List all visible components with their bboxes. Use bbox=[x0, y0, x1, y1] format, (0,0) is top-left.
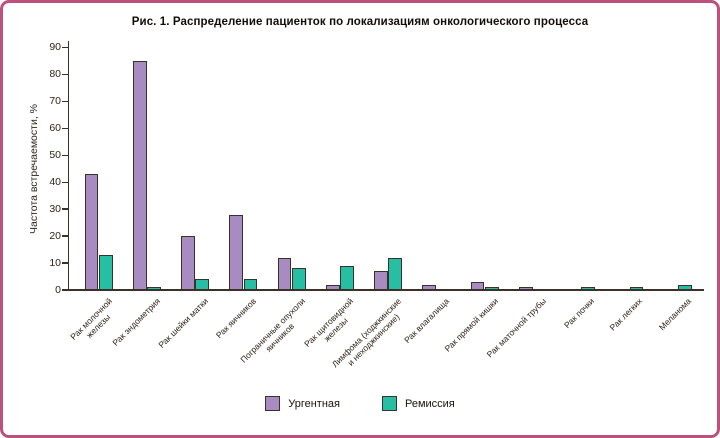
legend-label-urgent: Ургентная bbox=[288, 397, 340, 410]
y-tick-mark bbox=[61, 73, 68, 76]
legend-swatch-urgent bbox=[265, 396, 281, 411]
x-category-label: Меланома bbox=[656, 296, 693, 333]
bar bbox=[629, 287, 644, 290]
bar bbox=[291, 268, 306, 290]
legend-item-remission: Ремиссия bbox=[381, 396, 455, 411]
x-category-label: Рак почки bbox=[562, 296, 597, 331]
y-tick-label: 50 bbox=[49, 148, 61, 161]
bar bbox=[98, 255, 113, 290]
bar bbox=[422, 284, 437, 290]
bar bbox=[181, 236, 195, 290]
bar bbox=[325, 284, 340, 290]
chart-title: Рис. 1. Распределение пациенток по локал… bbox=[131, 16, 589, 28]
y-tick-label: 10 bbox=[49, 256, 61, 269]
bar bbox=[195, 279, 210, 290]
y-tick-label: 40 bbox=[49, 175, 61, 188]
y-tick-mark bbox=[61, 154, 68, 157]
x-category-label: Рак легких bbox=[607, 296, 645, 333]
y-tick-mark bbox=[61, 262, 68, 264]
bar bbox=[132, 61, 147, 290]
y-tick-label: 80 bbox=[49, 68, 61, 81]
x-category-label: Рак яичников bbox=[214, 296, 259, 341]
bar bbox=[243, 279, 258, 290]
y-tick-mark bbox=[61, 235, 68, 237]
y-tick-label: 70 bbox=[49, 95, 61, 108]
y-tick-label: 60 bbox=[49, 121, 61, 134]
y-tick-mark bbox=[61, 181, 68, 184]
y-tick-label: 0 bbox=[55, 283, 61, 296]
y-tick-mark bbox=[61, 127, 68, 130]
y-tick-mark bbox=[61, 100, 68, 103]
bar bbox=[84, 174, 99, 290]
bar bbox=[581, 287, 596, 290]
y-tick-mark bbox=[61, 208, 68, 210]
bar bbox=[470, 281, 485, 290]
y-tick-label: 20 bbox=[49, 229, 61, 242]
x-category-label: Рак шейки матки bbox=[156, 296, 211, 350]
bar bbox=[388, 257, 403, 290]
x-category-label: Рак эндометрия bbox=[110, 296, 163, 348]
legend: Ургентная Ремиссия bbox=[3, 396, 717, 411]
y-axis-line bbox=[67, 41, 70, 291]
legend-label-remission: Ремиссия bbox=[404, 397, 455, 410]
legend-swatch-remission bbox=[381, 396, 397, 411]
bar bbox=[147, 287, 161, 290]
bar bbox=[374, 271, 388, 290]
y-tick-label: 30 bbox=[49, 202, 61, 215]
legend-item-urgent: Ургентная bbox=[265, 396, 340, 411]
bar bbox=[677, 284, 692, 290]
bar bbox=[229, 214, 244, 290]
y-tick-label: 90 bbox=[49, 41, 61, 54]
bar bbox=[484, 287, 499, 290]
y-tick-mark bbox=[61, 46, 68, 49]
bar bbox=[277, 257, 292, 290]
y-tick-mark bbox=[61, 289, 68, 291]
bar bbox=[518, 287, 533, 290]
x-category-label: Рак влагалища bbox=[402, 296, 452, 345]
bar bbox=[340, 265, 354, 290]
